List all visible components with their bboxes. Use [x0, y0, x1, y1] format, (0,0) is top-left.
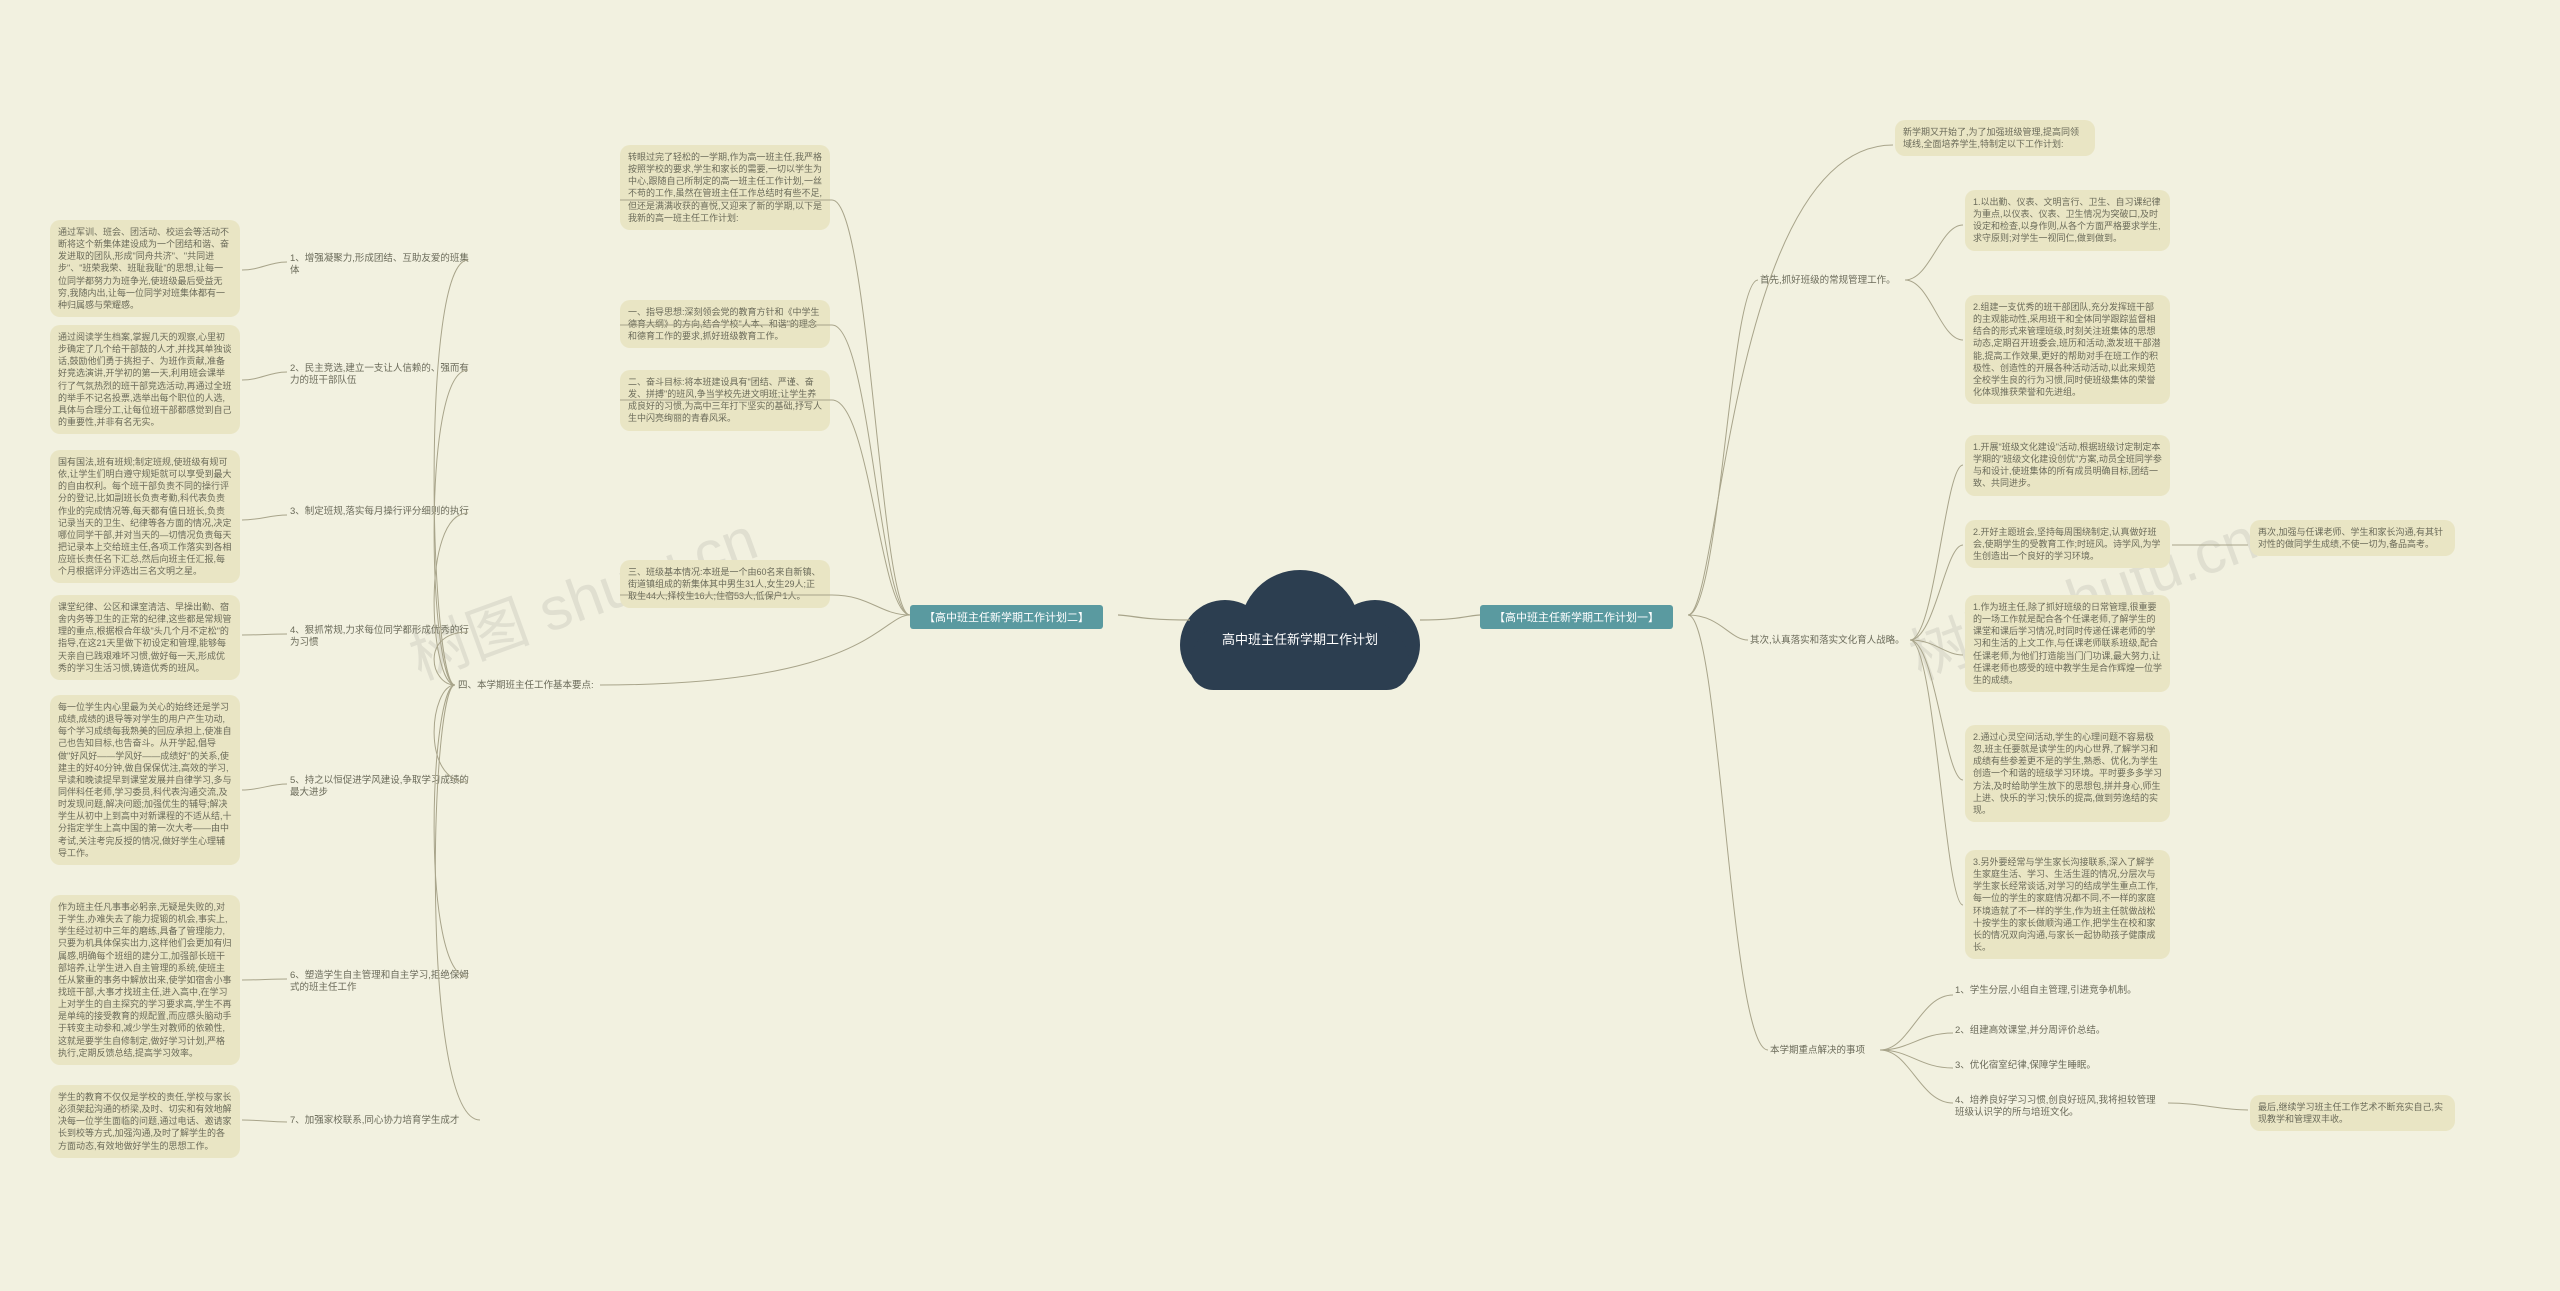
left-4-4: 4、狠抓常规,力求每位同学都形成优秀的行为习惯	[290, 625, 470, 649]
right-s1-1: 1.以出勤、仪表、文明言行、卫生、自习课纪律为重点,以仪表、仪表、卫生情况为突破…	[1965, 190, 2170, 251]
right-s3-4-sub: 最后,继续学习班主任工作艺术不断充实自己,实现教学和管理双丰收。	[2250, 1095, 2455, 1131]
right-s3-4: 4、培养良好学习习惯,创良好班风,我将担较管理班级认识学的所与培班文化。	[1955, 1095, 2165, 1119]
left-intro: 转眼过完了轻松的一学期,作为高一班主任,我严格按照学校的要求,学生和家长的需要,…	[620, 145, 830, 230]
left-4-6: 6、塑造学生自主管理和自主学习,拒绝保姆式的班主任工作	[290, 970, 470, 994]
right-s2-title: 其次,认真落实和落实文化育人战略。	[1750, 635, 1905, 647]
right-intro: 新学期又开始了,为了加强班级管理,提高同领域线,全面培养学生,特制定以下工作计划…	[1895, 120, 2095, 156]
left-4-7-detail: 学生的教育不仅仅是学校的责任,学校与家长必须架起沟通的桥梁,及时、切实和有效地解…	[50, 1085, 240, 1158]
right-s2-2-3: 3.另外要经常与学生家长沟接联系,深入了解学生家庭生活、学习、生活生涯的情况,分…	[1965, 850, 2170, 959]
left-4-4-detail: 课堂纪律、公区和课室清洁、早操出勤、宿舍内务等卫生的正常的纪律,这些都是常规管理…	[50, 595, 240, 680]
right-s1-title: 首先,抓好班级的常规管理工作。	[1760, 275, 1896, 287]
right-s2-2-2: 2.通过心灵空间活动,学生的心理问题不容易极忽,班主任要就是读学生的内心世界,了…	[1965, 725, 2170, 822]
right-s3-3: 3、优化宿室纪律,保障学生睡眠。	[1955, 1060, 2165, 1072]
left-4-7: 7、加强家校联系,同心协力培育学生成才	[290, 1115, 480, 1127]
left-4-2-detail: 通过阅读学生档案,掌握几天的观察,心里初步确定了几个给干部鼓的人才,并找其单独谈…	[50, 325, 240, 434]
left-4-1: 1、增强凝聚力,形成团结、互助友爱的班集体	[290, 253, 470, 277]
right-s1-2: 2.组建一支优秀的班干部团队,充分发挥班干部的主观能动性,采用班干和全体同学跟踪…	[1965, 295, 2170, 404]
right-s2-2: 2.开好主题班会,坚持每周围绕制定,认真做好班会,使期学生的受教育工作;时班风。…	[1965, 520, 2170, 568]
left-4-5: 5、持之以恒促进学风建设,争取学习成绩的最大进步	[290, 775, 470, 799]
right-s2-1: 1.开展"班级文化建设"活动,根据班级讨定制定本学期的"班级文化建设创优"方案,…	[1965, 435, 2170, 496]
branch-left: 【高中班主任新学期工作计划二】	[910, 605, 1103, 629]
left-p1: 一、指导思想:深刻领会党的教育方针和《中学生德育大纲》的方向,结合学校"人本、和…	[620, 300, 830, 348]
mindmap-root: 高中班主任新学期工作计划	[1170, 570, 1430, 690]
branch-right: 【高中班主任新学期工作计划一】	[1480, 605, 1673, 629]
left-4-2: 2、民主竞选,建立一支让人信赖的、强而有力的班干部队伍	[290, 363, 470, 387]
left-4-1-detail: 通过军训、班会、团活动、校运会等活动不断将这个新集体建设成为一个团结和谐、奋发进…	[50, 220, 240, 317]
right-s3-1: 1、学生分层,小组自主管理,引进竞争机制。	[1955, 985, 2165, 997]
left-p3: 三、班级基本情况:本班是一个由60名来自新镇、街道镇组成的新集体其中男生31人,…	[620, 560, 830, 608]
left-4-6-detail: 作为班主任凡事事必躬亲,无疑是失败的,对于学生,办难失去了能力提锻的机会,事实上…	[50, 895, 240, 1065]
left-p2: 二、奋斗目标:将本班建设具有"团结、严谨、奋发、拼搏"的班风,争当学校先进文明班…	[620, 370, 830, 431]
right-s3-2: 2、组建高效课堂,并分周评价总结。	[1955, 1025, 2165, 1037]
left-4-3: 3、制定班规,落实每月操行评分细则的执行	[290, 506, 470, 518]
left-4-3-detail: 国有国法,班有班规;制定班规,使班级有规可依,让学生们明白遵守规矩就可以享受到最…	[50, 450, 240, 583]
right-s2-2-1: 1.作为班主任,除了抓好班级的日常管理,很重要的一场工作就是配合各个任课老师,了…	[1965, 595, 2170, 692]
left-section4-title: 四、本学期班主任工作基本要点:	[458, 680, 594, 692]
left-4-5-detail: 每一位学生内心里最为关心的始终还是学习成绩,成绩的退导等对学生的用户产生功动,每…	[50, 695, 240, 865]
root-title: 高中班主任新学期工作计划	[1170, 632, 1430, 649]
right-s3-title: 本学期重点解决的事项	[1770, 1045, 1865, 1057]
right-s2-2-sub: 再次,加强与任课老师、学生和家长沟通,有其针对性的做同学生成绩,不使一切为,备品…	[2250, 520, 2455, 556]
